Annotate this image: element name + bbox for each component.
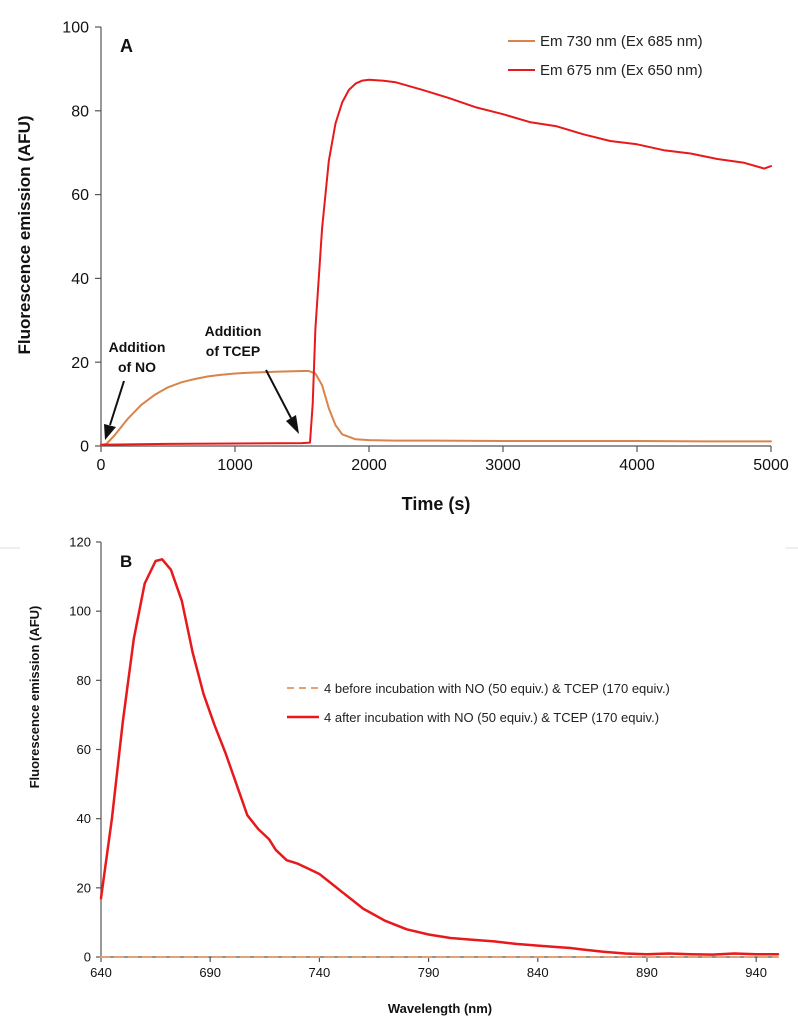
panel-b-label: B	[120, 552, 132, 571]
panel-b-y-tick-label: 100	[69, 604, 91, 619]
panel-a-x-tick-label: 0	[97, 457, 106, 474]
panel-b-legend-entry-1: 4 before incubation with NO (50 equiv.) …	[324, 681, 670, 696]
panel-a-x-tick-label: 5000	[753, 457, 789, 474]
annotation-no-line-2: of NO	[118, 359, 156, 375]
panel-a-legend-entry-2: Em 675 nm (Ex 650 nm)	[540, 62, 703, 79]
panel-a-series-line-1	[100, 370, 772, 447]
panel-b-series-group	[99, 558, 780, 958]
annotation-no-arrow	[109, 380, 125, 426]
panel-a-x-tick-label: 2000	[351, 457, 387, 474]
panel-b-x-tick-label: 940	[745, 965, 767, 980]
panel-a-series-line-2	[100, 78, 772, 446]
panel-b-x-tick-label: 690	[199, 965, 221, 980]
panel-a-y-tick-label: 100	[62, 20, 89, 37]
panel-a-y-tick-label: 80	[71, 103, 89, 120]
panel-a-y-tick-label: 40	[71, 271, 89, 288]
panel-a-legend: Em 730 nm (Ex 685 nm) Em 675 nm (Ex 650 …	[508, 33, 703, 79]
panel-b-y-tick-label: 40	[77, 811, 91, 826]
panel-b-tick-labels: 0 20 40 60 80 100 120 640 690 740 790 840 890 940	[69, 535, 767, 980]
panel-b-x-tick-label: 740	[309, 965, 331, 980]
panel-a-series-group	[100, 78, 772, 447]
panel-a-x-tick-label: 4000	[619, 457, 655, 474]
annotation-tcep-line-2: of TCEP	[206, 343, 260, 359]
panel-b-background	[0, 548, 798, 1019]
panel-a-annotations: Addition of NO Addition of TCEP	[104, 323, 299, 440]
panel-a-x-axis-title: Time (s)	[402, 494, 471, 514]
panel-b-x-axis-title: Wavelength (nm)	[388, 1001, 492, 1016]
panel-b-y-tick-label: 80	[77, 673, 91, 688]
panel-b-y-axis-title: Fluorescence emission (AFU)	[27, 606, 42, 789]
panel-b-x-tick-label: 890	[636, 965, 658, 980]
annotation-tcep-arrow	[265, 369, 292, 419]
panel-b-y-tick-label: 60	[77, 742, 91, 757]
panel-a-legend-entry-1: Em 730 nm (Ex 685 nm)	[540, 33, 703, 50]
panel-b-y-tick-label: 20	[77, 880, 91, 895]
panel-b-legend-entry-2: 4 after incubation with NO (50 equiv.) &…	[324, 710, 659, 725]
panel-a-y-axis-title: Fluorescence emission (AFU)	[15, 115, 34, 354]
panel-a-y-tick-label: 20	[71, 355, 89, 372]
panel-a-label: A	[120, 36, 133, 56]
panel-b-series-line-2	[99, 558, 780, 956]
panel-a-background	[0, 0, 798, 540]
panel-b-x-tick-label: 840	[527, 965, 549, 980]
panel-b-y-tick-label: 120	[69, 535, 91, 550]
panel-b-y-tick-label: 0	[84, 950, 91, 965]
panel-a-y-tick-label: 60	[71, 187, 89, 204]
annotation-tcep-arrowhead	[286, 415, 299, 434]
panel-b-x-tick-label: 790	[418, 965, 440, 980]
panel-a-y-tick-label: 0	[80, 439, 89, 456]
panel-a-axes	[95, 26, 772, 452]
panel-b: B Fluorescence emission (AFU) Wavelength…	[0, 535, 798, 1019]
panel-a-x-tick-label: 3000	[485, 457, 521, 474]
panel-b-x-tick-label: 640	[90, 965, 112, 980]
annotation-no-line-1: Addition	[109, 339, 166, 355]
panel-a: A Fluorescence emission (AFU) Time (s) 0…	[0, 0, 798, 540]
panel-b-legend: 4 before incubation with NO (50 equiv.) …	[287, 681, 670, 725]
annotation-no-arrowhead	[104, 424, 116, 440]
panel-a-x-tick-label: 1000	[217, 457, 253, 474]
annotation-tcep-line-1: Addition	[205, 323, 262, 339]
